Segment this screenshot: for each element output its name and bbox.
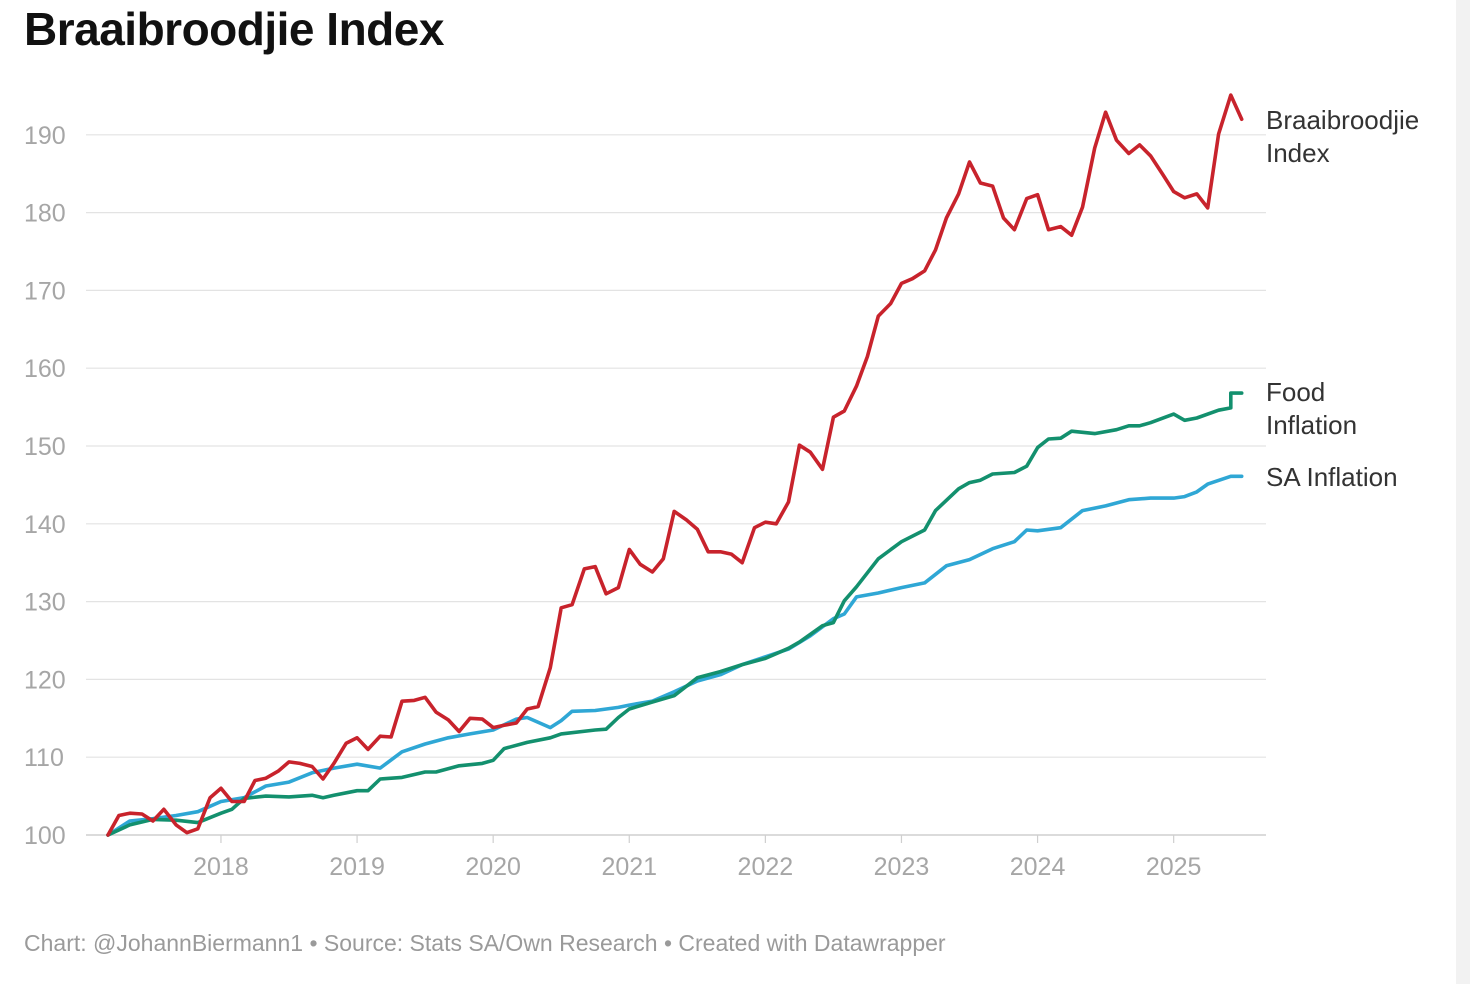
page-edge <box>1456 0 1470 984</box>
footer-separator: • <box>663 930 673 956</box>
x-tick-label: 2021 <box>601 853 657 881</box>
sa-inflation-line <box>106 474 1244 837</box>
y-tick-label: 180 <box>24 200 66 228</box>
chart-credit: Chart: @JohannBiermann1 <box>24 930 304 956</box>
food-inflation-label: Food <box>1266 377 1325 407</box>
x-tick-label: 2019 <box>329 853 385 881</box>
x-axis-ticks: 2018 2019 2020 2021 2022 2023 2024 2025 <box>193 835 1201 881</box>
x-tick-label: 2024 <box>1010 853 1066 881</box>
chart-footer: Chart: @JohannBiermann1 • Source: Stats … <box>24 930 946 957</box>
y-tick-label: 190 <box>24 122 66 150</box>
x-tick-label: 2020 <box>465 853 521 881</box>
y-axis-ticks: 100 110 120 130 140 150 160 170 180 190 <box>24 122 66 850</box>
food-inflation-line <box>106 391 1244 837</box>
y-tick-label: 170 <box>24 277 66 305</box>
x-tick-label: 2018 <box>193 853 249 881</box>
braaibroodjie-index-label: Index <box>1266 138 1330 168</box>
x-tick-label: 2023 <box>874 853 930 881</box>
footer-separator: • <box>309 930 318 956</box>
y-tick-label: 160 <box>24 355 66 383</box>
chart-title: Braaibroodjie Index <box>24 3 444 55</box>
series-lines <box>106 93 1244 837</box>
sa-inflation-label: SA Inflation <box>1266 462 1398 492</box>
x-tick-label: 2025 <box>1146 853 1202 881</box>
y-tick-label: 150 <box>24 433 66 461</box>
source-credit: Source: Stats SA/Own Research <box>323 930 658 956</box>
food-inflation-label: Inflation <box>1266 410 1357 440</box>
x-tick-label: 2022 <box>738 853 794 881</box>
y-tick-label: 100 <box>24 822 66 850</box>
y-tick-label: 130 <box>24 589 66 617</box>
y-tick-label: 120 <box>24 666 66 694</box>
grid-lines <box>86 134 1266 836</box>
y-tick-label: 110 <box>24 744 64 772</box>
braaibroodjie-index-line <box>106 93 1244 837</box>
braaibroodjie-index-label: Braaibroodjie <box>1266 105 1419 135</box>
created-with: Created with Datawrapper <box>678 930 946 956</box>
y-tick-label: 140 <box>24 511 66 539</box>
